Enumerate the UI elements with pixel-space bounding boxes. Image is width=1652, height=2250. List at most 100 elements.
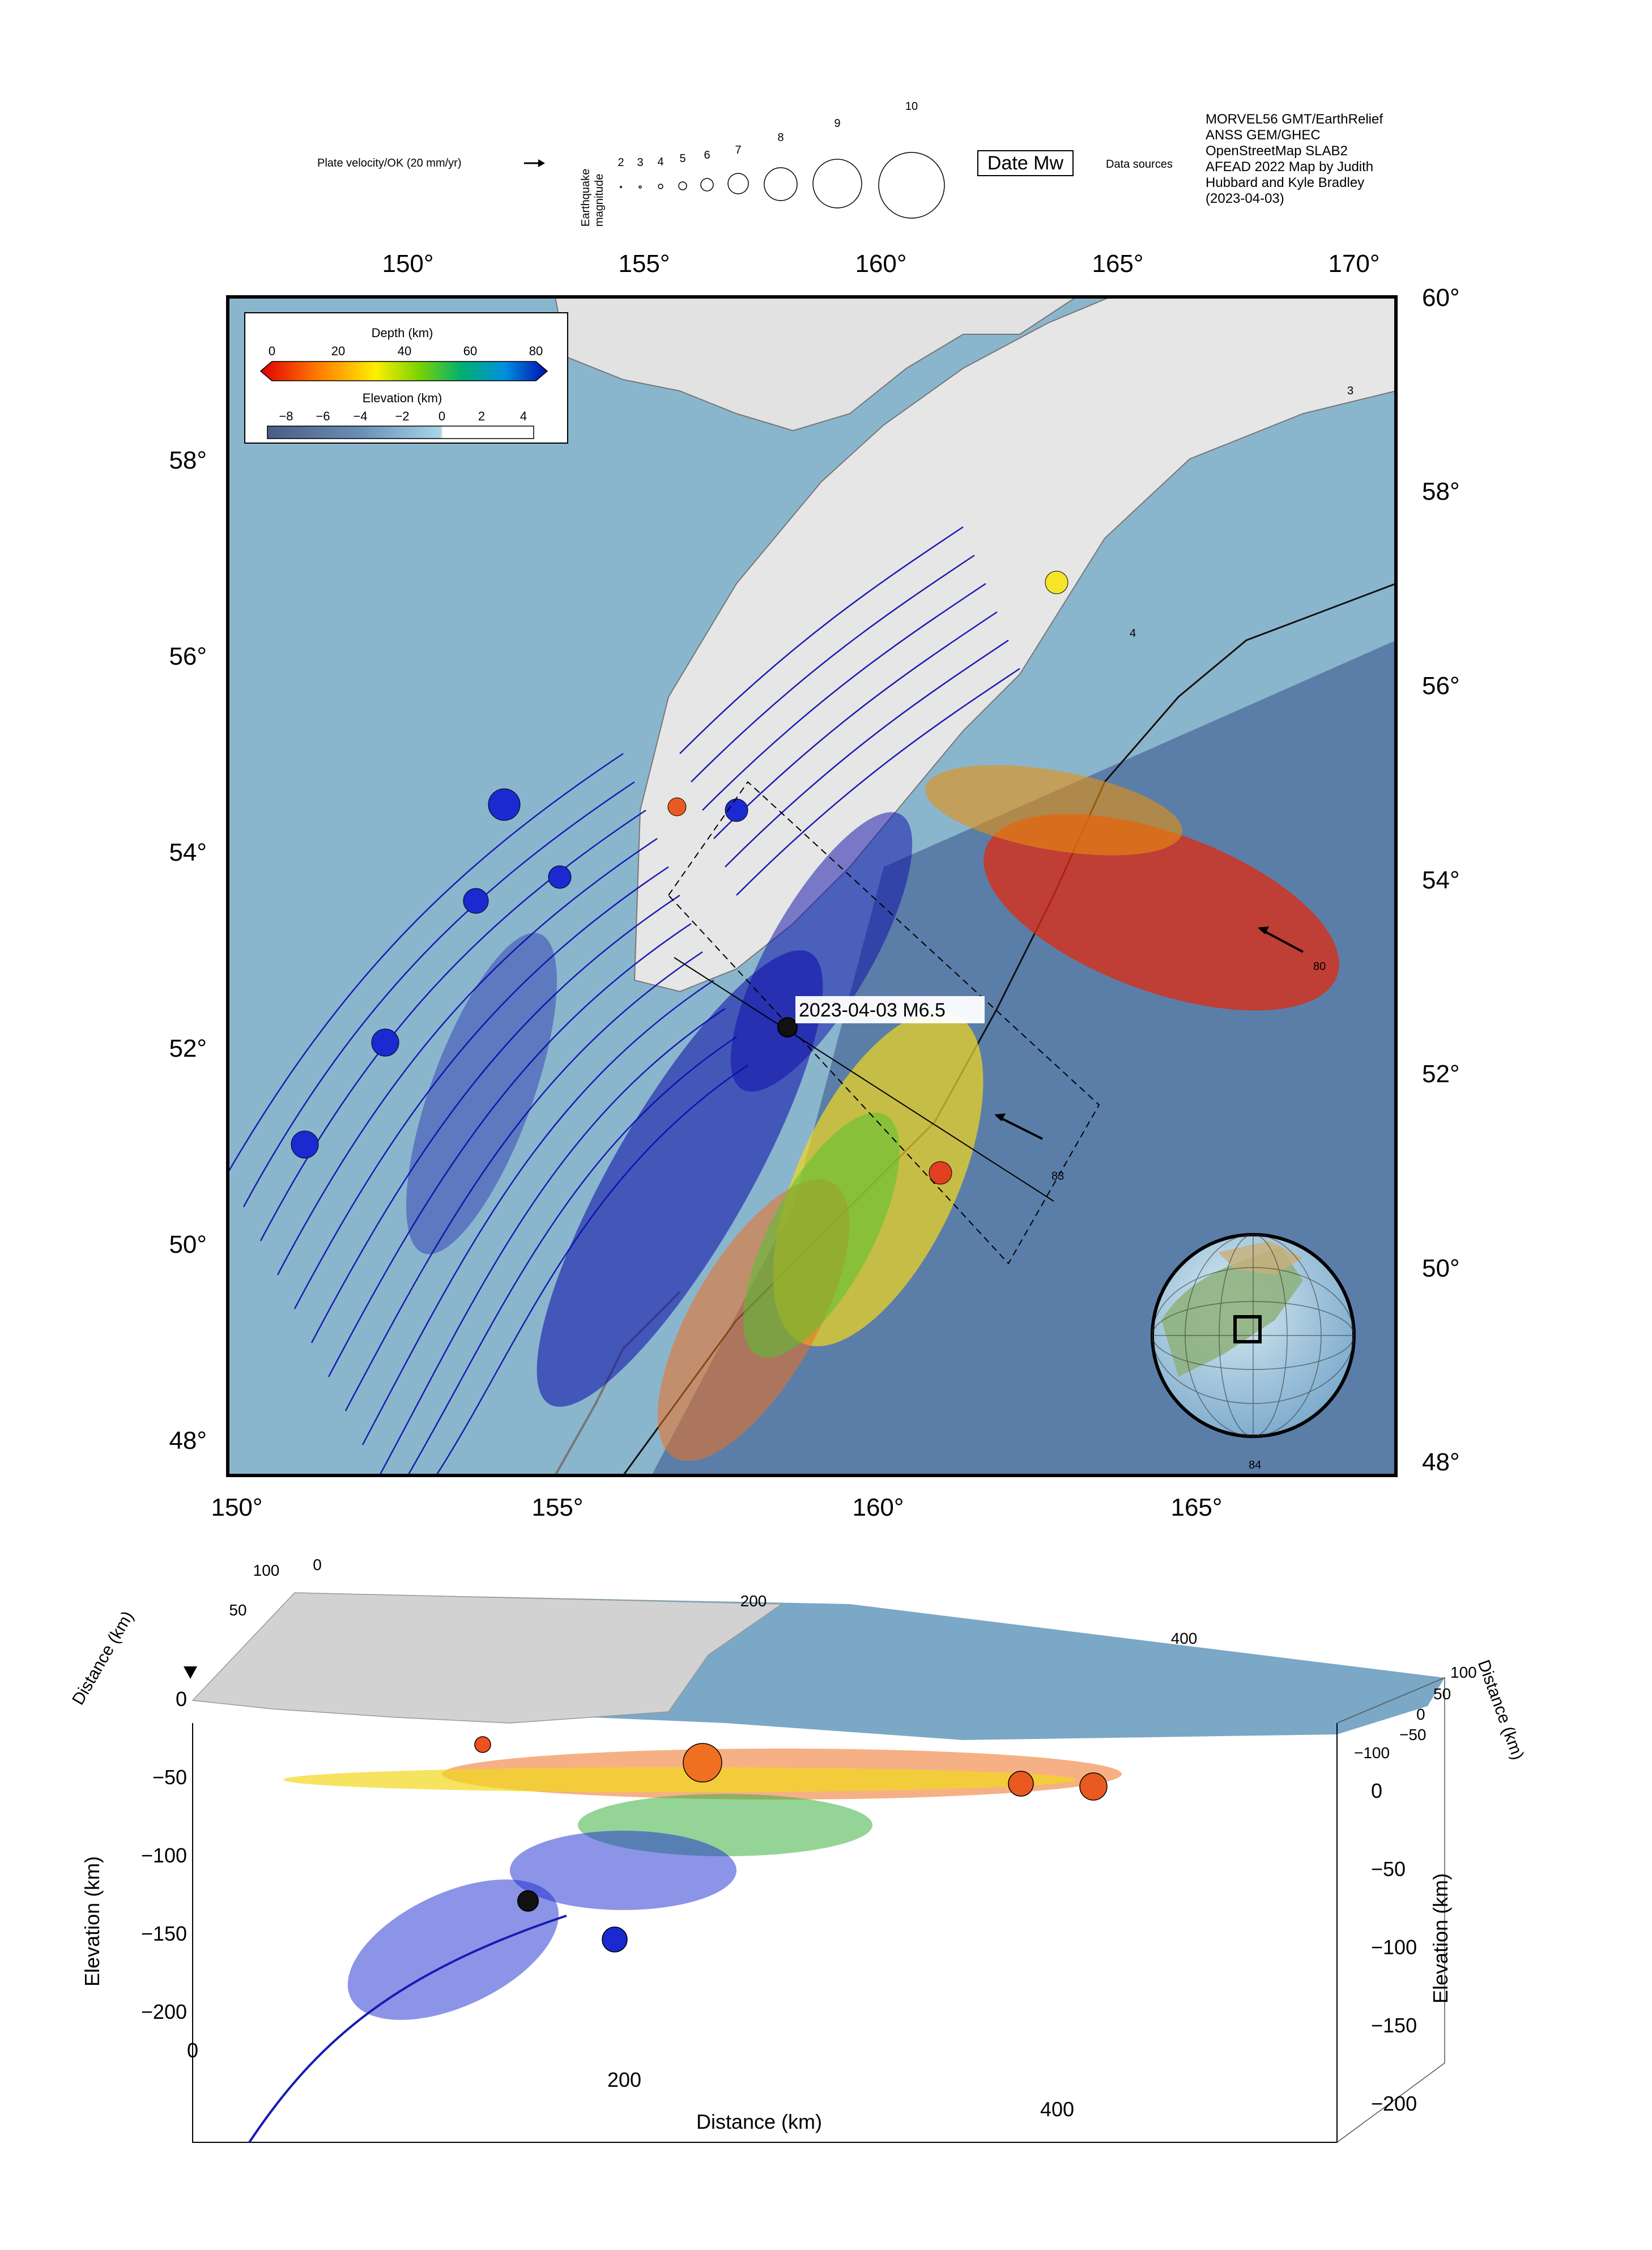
lon-tick-label: 170° (1328, 250, 1379, 278)
magnitude-circle (764, 167, 798, 201)
svg-text:0: 0 (438, 409, 445, 423)
magnitude-label: 3 (637, 156, 643, 169)
magnitude-label: 5 (679, 152, 686, 165)
legend: Plate velocity/OK (20 mm/yr) Earthquake … (317, 100, 1383, 227)
distance-tick-label: 400 (1171, 1630, 1198, 1647)
magnitude-circle (658, 184, 663, 189)
distance-ticks: 0 200 400 (187, 2039, 1074, 2121)
map-panel: 2023-04-03 M6.5 80 83 84 3 4 (169, 250, 1460, 1521)
lon-tick-label: 160° (852, 1494, 904, 1521)
elev-tick-label: −50 (152, 1766, 187, 1789)
right-dist-title: Distance (km) (1474, 1657, 1527, 1762)
distance-tick-label: 0 (187, 2039, 198, 2062)
lon-tick-label: 165° (1092, 250, 1143, 278)
lon-tick-label: 155° (531, 1494, 583, 1521)
svg-text:4: 4 (520, 409, 527, 423)
distance-title: Distance (km) (696, 2110, 822, 2133)
bottom-lon-ticks: 150° 155° 160° 165° (211, 1494, 1222, 1521)
magnitude-circle (878, 152, 945, 219)
lon-tick-label: 150° (211, 1494, 262, 1521)
magnitude-axis-label: Earthquake magnitude (580, 165, 606, 227)
profile-seismicity (283, 1736, 1122, 2020)
elev-tick-label: −200 (1371, 2092, 1417, 2115)
distance-tick-label: 200 (740, 1592, 767, 1610)
seismicity-shallow (657, 765, 1339, 1461)
right-elev-title: Elevation (km) (1429, 1873, 1452, 2004)
event-marker-icon (777, 1017, 798, 1037)
right-elev-ticks: 0 −50 −100 −150 −200 (1371, 1779, 1417, 2115)
elev-tick-label: −150 (1371, 2014, 1417, 2037)
section-box-lines (1336, 1677, 1445, 2143)
magnitude-circle (700, 178, 714, 192)
elev-tick-label: −150 (141, 1922, 187, 1945)
elev-tick-label: −100 (1371, 1936, 1417, 1959)
top-lon-ticks: 150° 155° 160° 165° 170° (382, 250, 1379, 278)
magnitude-scale: 2 3 4 5 6 7 8 9 10 (618, 100, 945, 219)
lat-tick-label: 60° (1422, 284, 1460, 312)
mainland-land (554, 297, 1078, 432)
slab-profile-line (248, 1915, 567, 2143)
lon-tick-label: 160° (855, 250, 906, 278)
magnitude-label: 6 (704, 149, 710, 161)
lat-tick-label: 54° (169, 839, 207, 866)
lon-tick-label: 155° (618, 250, 670, 278)
left-dist-title: Distance (km) (69, 1608, 137, 1708)
distance-tick-label: 0 (313, 1556, 322, 1573)
profile-event-icon (517, 1890, 539, 1912)
cross-section-box (667, 781, 1100, 1265)
lat-tick-label: 58° (1422, 478, 1460, 505)
svg-text:−6: −6 (316, 409, 330, 423)
lat-tick-label: 54° (1422, 866, 1460, 894)
lat-tick-label: 52° (1422, 1060, 1460, 1088)
svg-text:20: 20 (331, 344, 345, 358)
trench-label: 3 (1347, 385, 1353, 397)
lat-tick-label: 58° (169, 446, 207, 474)
right-distance-ticks: 100 50 0 −50 −100 (1354, 1664, 1477, 1762)
section-front-frame (192, 1723, 1338, 2143)
distance-tick-label: 100 (1450, 1664, 1477, 1681)
section-start-marker-icon (184, 1666, 197, 1679)
velocity-label: 80 (1313, 960, 1326, 973)
velocity-label: 83 (1051, 1170, 1064, 1183)
distance-tick-label: 50 (1433, 1685, 1451, 1703)
inset-locator-box (1233, 1315, 1262, 1343)
svg-text:40: 40 (398, 344, 411, 358)
lat-tick-label: 50° (1422, 1254, 1460, 1282)
svg-text:−2: −2 (395, 409, 409, 423)
event-label-box (795, 996, 985, 1023)
depth-scale-title: Depth (km) (372, 326, 433, 340)
svg-text:0: 0 (269, 344, 275, 358)
svg-text:−8: −8 (279, 409, 293, 423)
svg-text:−4: −4 (353, 409, 367, 423)
date-box (977, 150, 1074, 176)
elev-tick-label: −50 (1371, 1857, 1406, 1881)
left-elev-title: Elevation (km) (80, 1856, 104, 1987)
map-frame (226, 295, 1398, 1477)
distance-tick-label: −50 (1399, 1726, 1427, 1743)
magnitude-circle (678, 181, 687, 190)
svg-text:2: 2 (478, 409, 485, 423)
magnitude-label: 7 (735, 144, 741, 156)
elevation-scale-title: Elevation (km) (363, 391, 442, 405)
lat-tick-label: 56° (169, 643, 207, 670)
svg-text:60: 60 (463, 344, 477, 358)
lat-tick-label: 48° (1422, 1448, 1460, 1476)
distance-tick-label: 100 (253, 1562, 280, 1579)
seismicity-deep (291, 571, 1068, 1407)
event-label: 2023-04-03 M6.5 (799, 999, 946, 1021)
plate-velocity-label: Plate velocity/OK (20 mm/yr) (317, 157, 462, 169)
magnitude-circle (638, 185, 642, 189)
distance-tick-label: 0 (1416, 1705, 1425, 1723)
magnitude-label: 8 (777, 131, 784, 144)
land-surface (191, 1592, 784, 1724)
lon-tick-label: 150° (382, 250, 433, 278)
plate-velocity-arrows (994, 926, 1304, 1140)
profile-panel: 0 −50 −100 −150 −200 Elevation (km) 0 −5… (69, 1556, 1527, 2143)
magnitude-label: 10 (905, 100, 918, 113)
elevation-ticks: −8 −6 −4 −2 0 2 4 (279, 409, 527, 423)
scale-legend: Depth (km) 0 20 40 60 80 Elevation (km) … (244, 312, 568, 444)
top-distance-ticks: 100 50 0 200 400 (229, 1556, 1197, 1647)
depth-ticks: 0 20 40 60 80 (269, 344, 543, 358)
right-lat-ticks: 60° 58° 56° 54° 52° 50° 48° (1422, 284, 1460, 1476)
lon-tick-label: 165° (1170, 1494, 1222, 1521)
